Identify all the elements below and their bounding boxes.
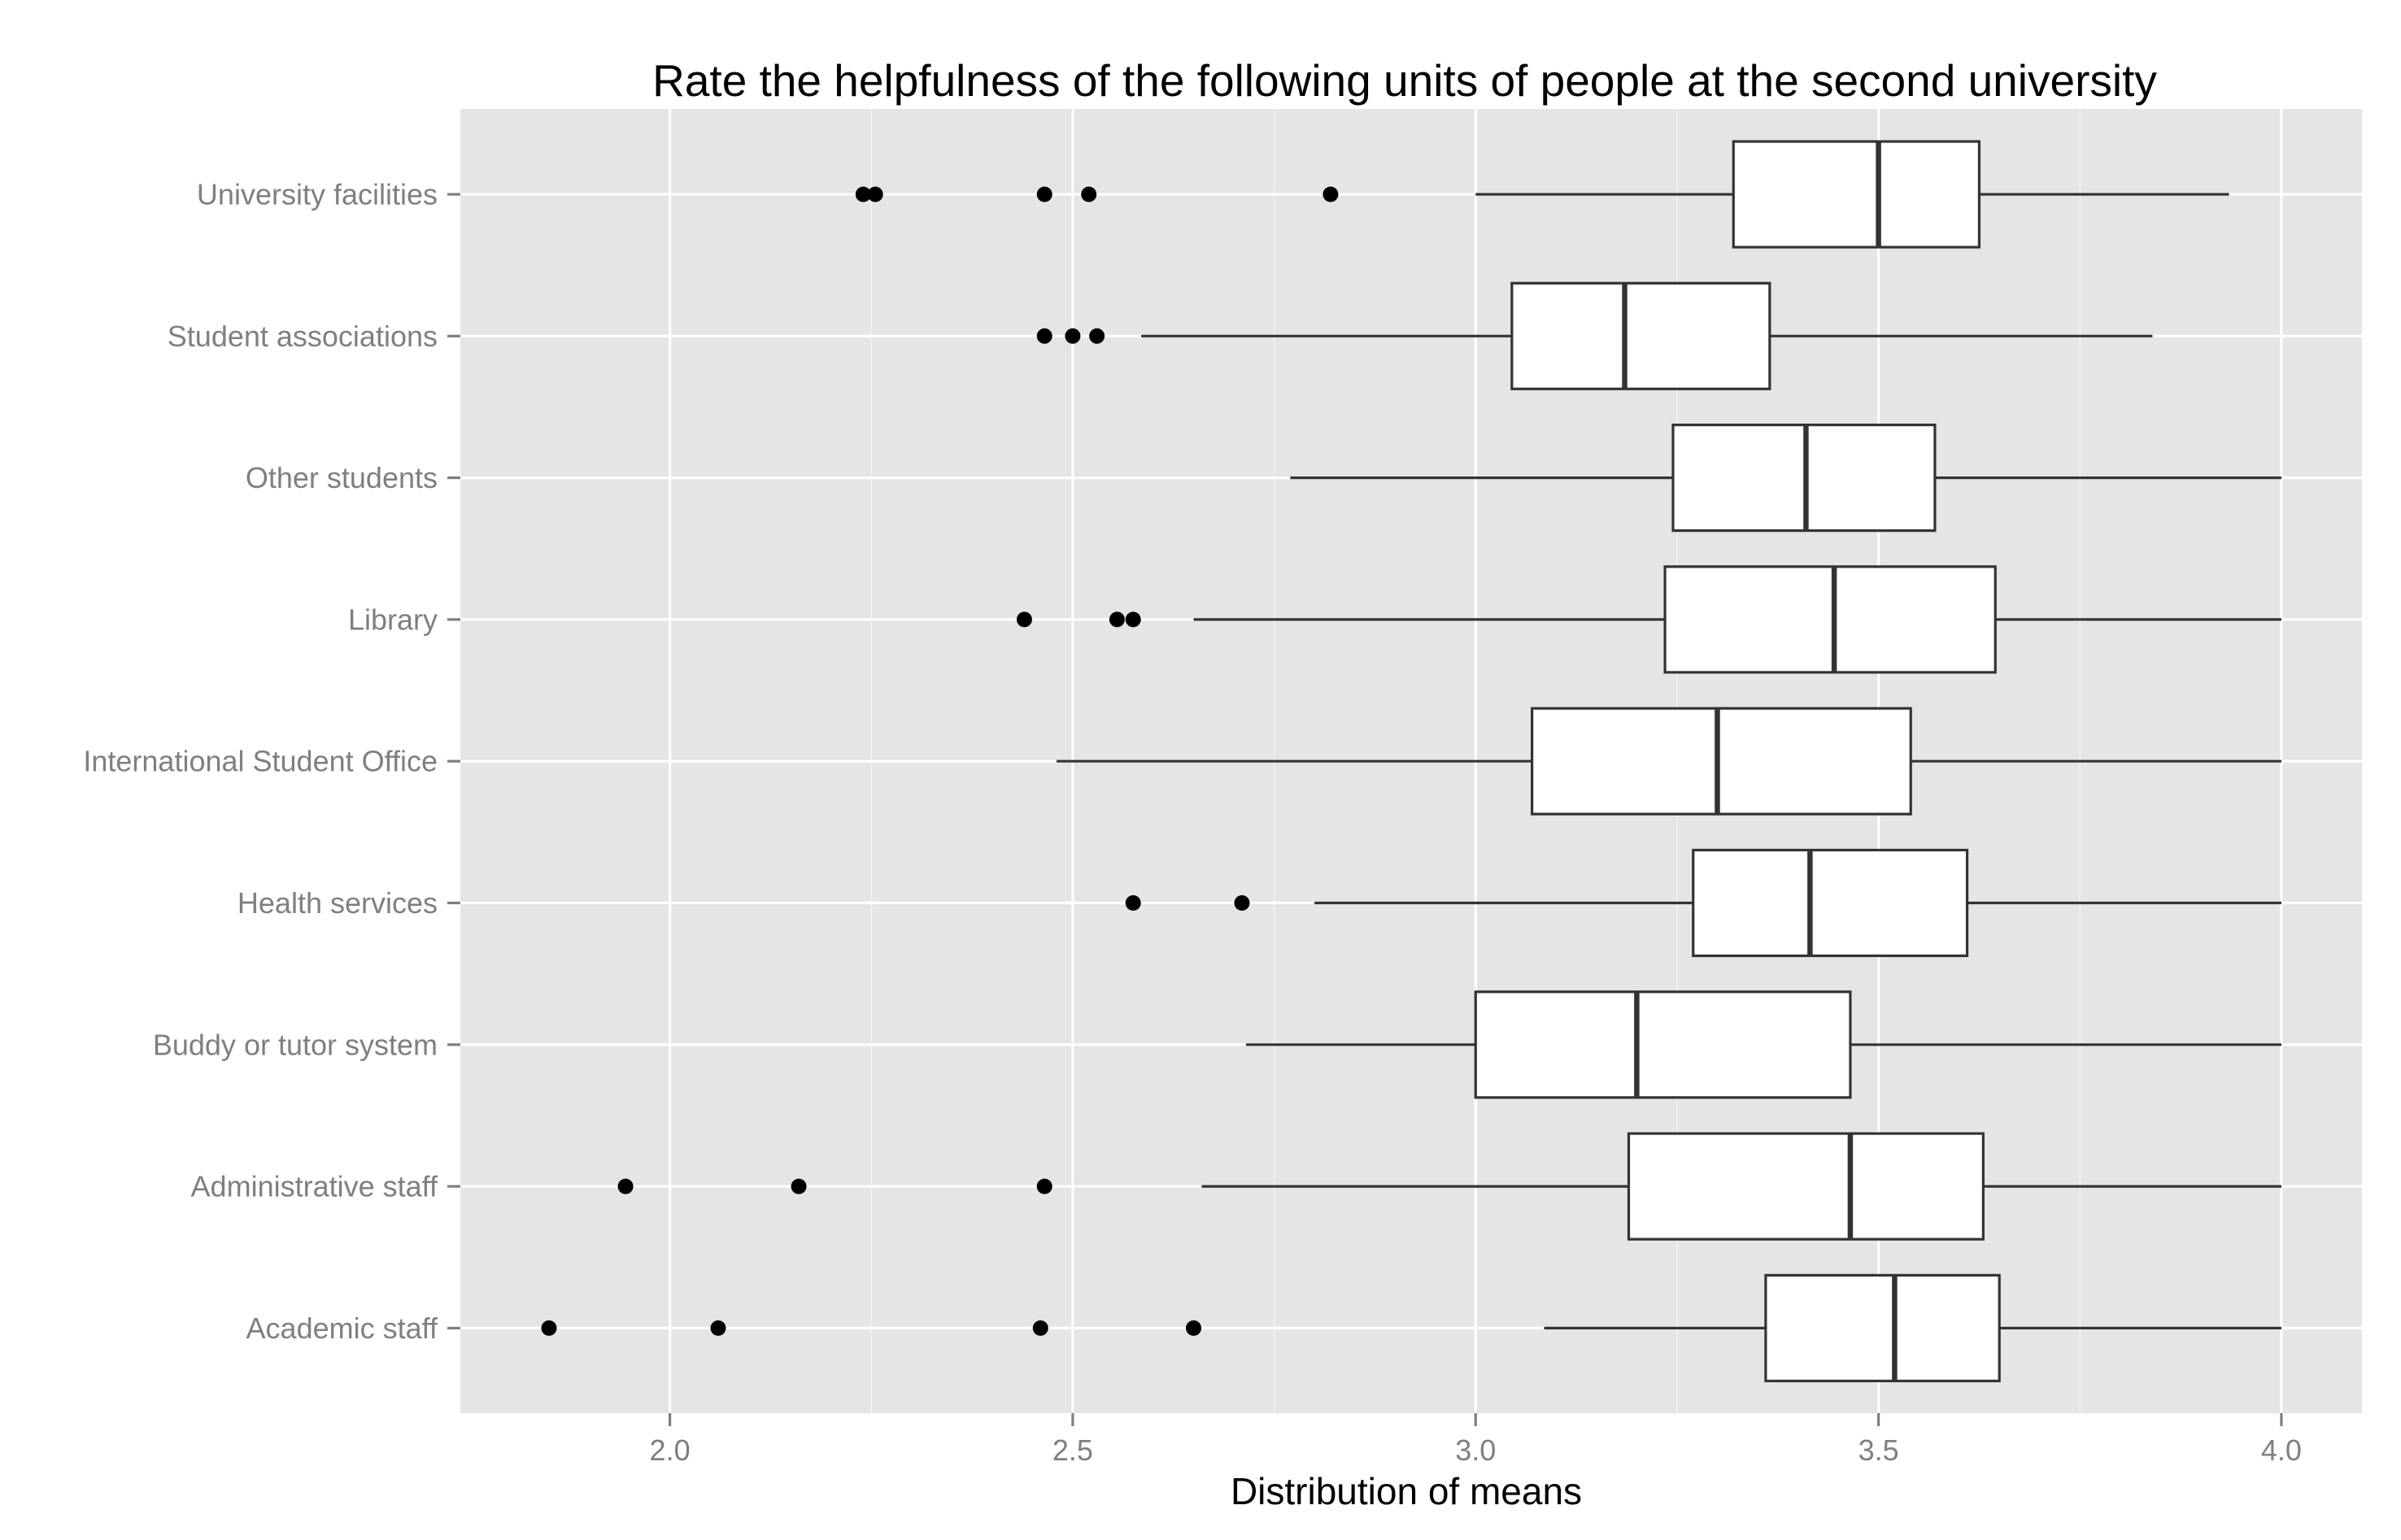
box-iqr — [1764, 1273, 2001, 1383]
outlier-point — [1089, 328, 1105, 344]
outlier-point — [1125, 611, 1141, 628]
box-iqr — [1474, 990, 1852, 1099]
y-tick-label: Student associations — [168, 320, 438, 353]
box-group — [617, 1132, 2281, 1241]
x-axis-title: Distribution of means — [1231, 1470, 1582, 1512]
outlier-point — [1234, 895, 1250, 911]
box-iqr — [1627, 1132, 1985, 1241]
y-tick-label: Other students — [246, 461, 438, 494]
box-iqr — [1692, 848, 1969, 958]
box-group — [1036, 281, 2153, 390]
outlier-point — [1036, 1178, 1052, 1194]
x-tick-label: 4.0 — [2261, 1433, 2302, 1467]
outlier-point — [1016, 611, 1032, 628]
outlier-point — [710, 1320, 726, 1336]
y-tick-label: Library — [348, 603, 438, 636]
outlier-point — [617, 1178, 634, 1194]
box-group — [1057, 707, 2281, 816]
y-tick-label: Administrative staff — [191, 1170, 438, 1203]
box-group — [855, 140, 2229, 249]
outlier-point — [1065, 328, 1081, 344]
box-iqr — [1531, 707, 1912, 816]
box-group — [1125, 848, 2281, 958]
x-tick-label: 3.5 — [1858, 1433, 1899, 1467]
box-group — [541, 1273, 2281, 1383]
outlier-point — [1109, 611, 1125, 628]
axes-layer: University facilities Student association… — [83, 178, 2302, 1468]
outlier-point — [1036, 186, 1052, 202]
outlier-point — [867, 186, 883, 202]
outlier-point — [541, 1320, 557, 1336]
y-tick-label: International Student Office — [83, 745, 438, 778]
boxes-layer — [541, 140, 2281, 1383]
x-tick-label: 2.0 — [650, 1433, 691, 1467]
chart-title: Rate the helpfulness of the following un… — [652, 55, 2157, 106]
outlier-point — [1032, 1320, 1048, 1336]
outlier-point — [1081, 186, 1097, 202]
outlier-point — [791, 1178, 807, 1194]
y-tick-label: Academic staff — [246, 1312, 438, 1345]
x-tick-label: 2.5 — [1052, 1433, 1093, 1467]
outlier-point — [1186, 1320, 1202, 1336]
box-group — [1016, 565, 2281, 674]
x-tick-label: 3.0 — [1455, 1433, 1496, 1467]
outlier-point — [1036, 328, 1052, 344]
y-tick-label: University facilities — [197, 178, 438, 211]
box-iqr — [1732, 140, 1981, 249]
box-group — [1245, 990, 2281, 1099]
y-tick-label: Health services — [237, 886, 438, 920]
outlier-point — [1125, 895, 1141, 911]
outlier-point — [1323, 186, 1339, 202]
box-group — [1290, 423, 2281, 533]
outlier-point — [855, 186, 871, 202]
box-iqr — [1510, 281, 1771, 390]
box-iqr — [1663, 565, 1997, 674]
y-tick-label: Buddy or tutor system — [153, 1028, 438, 1061]
